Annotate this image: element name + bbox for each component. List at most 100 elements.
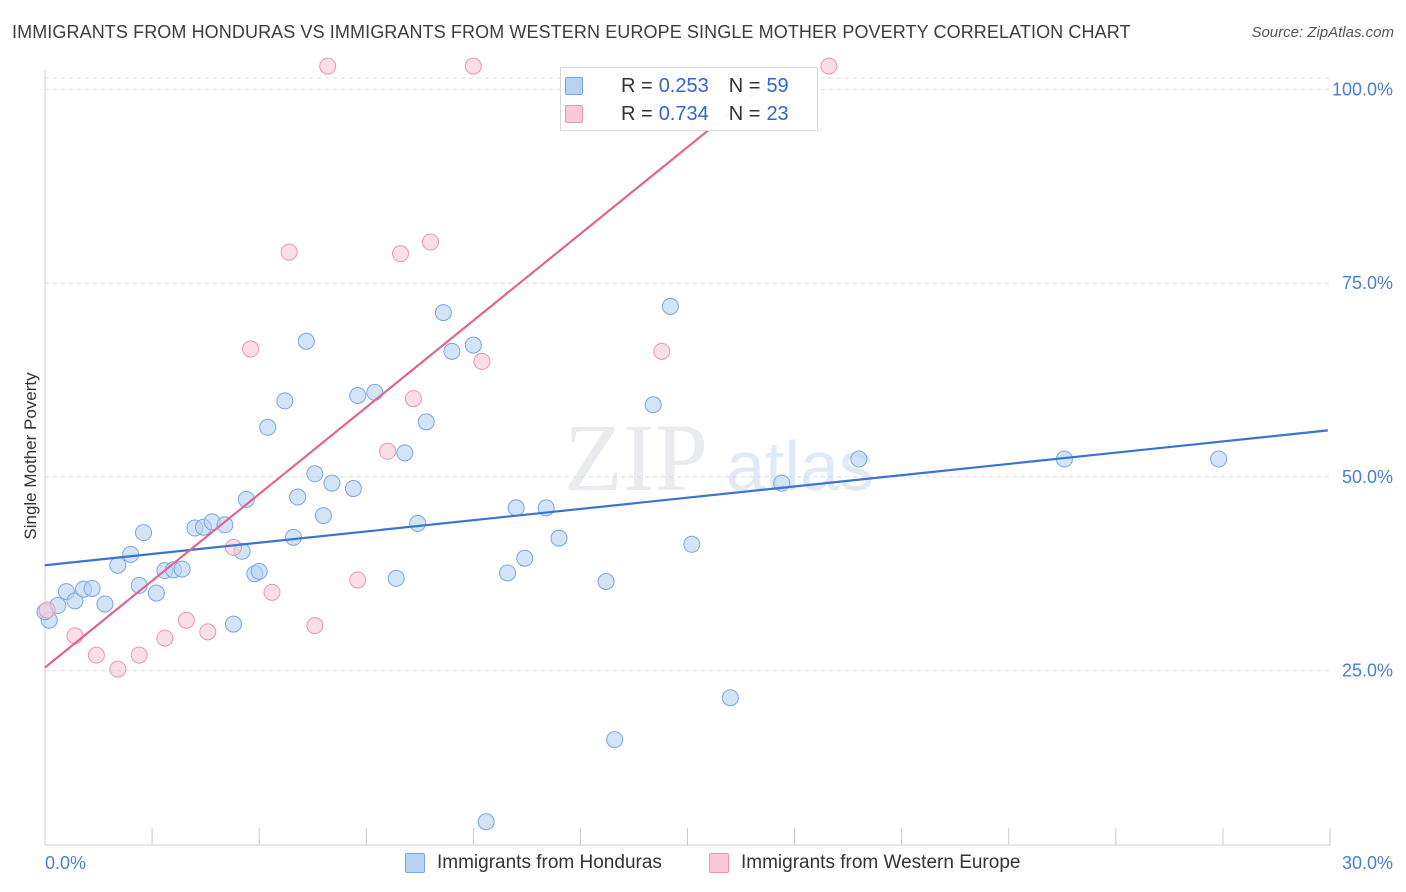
western-europe-point — [199, 623, 217, 641]
honduras-point — [516, 549, 534, 567]
honduras-point — [434, 304, 452, 322]
series-legend-western-europe[interactable]: Immigrants from Western Europe — [709, 852, 1020, 874]
legend-n-value-western-europe: 23 — [766, 102, 789, 125]
western-europe-point — [820, 57, 838, 75]
honduras-trendline — [44, 429, 1328, 567]
honduras-point — [850, 450, 868, 468]
western-europe-point — [130, 646, 148, 664]
legend-row-western-europe: R = 0.734 N = 23 — [565, 101, 789, 127]
honduras-point — [721, 689, 739, 707]
honduras-point — [250, 562, 268, 580]
honduras-point — [396, 444, 414, 462]
western-europe-point — [464, 57, 482, 75]
western-europe-point — [38, 601, 56, 619]
western-europe-point — [404, 390, 422, 408]
trendline-layer — [44, 76, 1328, 669]
honduras-point — [409, 514, 427, 532]
series-swatch-honduras — [405, 853, 425, 873]
western-europe-point — [109, 660, 127, 678]
honduras-point — [173, 560, 191, 578]
y-tick-label: 100.0% — [1332, 79, 1393, 99]
y-tick-label: 75.0% — [1342, 273, 1393, 293]
honduras-point — [135, 524, 153, 542]
honduras-point — [366, 383, 384, 401]
watermark-atlas: atlas — [726, 427, 874, 505]
honduras-point — [1210, 450, 1228, 468]
y-tick-label: 25.0% — [1342, 661, 1393, 681]
honduras-point — [122, 545, 140, 563]
axis-layer: 25.0% 50.0% 75.0% 100.0% 0.0% 30.0% — [44, 70, 1393, 873]
honduras-point — [550, 529, 568, 547]
legend-r-value-western-europe: 0.734 — [658, 102, 709, 125]
honduras-point — [349, 387, 367, 404]
y-tick-label: 50.0% — [1342, 467, 1393, 487]
honduras-point — [464, 336, 482, 354]
honduras-point — [661, 297, 679, 315]
honduras-point — [83, 579, 101, 597]
y-axis-label: Single Mother Poverty — [21, 372, 40, 540]
series-swatch-western-europe — [709, 853, 729, 873]
chart-title: IMMIGRANTS FROM HONDURAS VS IMMIGRANTS F… — [12, 22, 1131, 42]
legend-n-value-honduras: 59 — [766, 74, 789, 97]
honduras-point — [306, 465, 324, 483]
series-legend: Immigrants from Honduras Immigrants from… — [0, 852, 1406, 878]
honduras-point — [387, 569, 405, 587]
honduras-point — [297, 332, 315, 350]
honduras-point — [644, 396, 662, 414]
legend-r-value-honduras: 0.253 — [658, 74, 709, 97]
honduras-point — [499, 564, 517, 582]
honduras-point — [96, 595, 114, 613]
western-europe-point — [379, 442, 397, 460]
western-europe-point — [422, 233, 439, 251]
honduras-point — [597, 573, 615, 590]
western-europe-trendline — [44, 76, 774, 669]
honduras-point — [477, 813, 495, 831]
western-europe-point — [87, 646, 105, 664]
x-tick-label: 0.0% — [45, 853, 86, 873]
x-tick-label: 30.0% — [1342, 853, 1393, 873]
honduras-point — [284, 528, 302, 546]
western-europe-point — [242, 340, 260, 358]
legend-n-label: N = — [728, 102, 761, 125]
honduras-point — [417, 413, 435, 431]
legend-row-honduras: R = 0.253 N = 59 — [565, 73, 789, 99]
western-europe-point — [224, 538, 242, 556]
honduras-point — [66, 592, 84, 610]
western-europe-point — [66, 627, 84, 645]
western-europe-point — [177, 611, 195, 629]
honduras-point — [443, 342, 461, 360]
western-europe-point — [263, 583, 281, 601]
western-europe-point — [156, 629, 174, 647]
western-europe-point — [473, 352, 491, 370]
western-europe-point — [653, 342, 671, 360]
watermark-zip: ZIP — [564, 404, 708, 511]
honduras-point — [224, 615, 242, 633]
honduras-point — [507, 499, 525, 517]
source-credit: Source: ZipAtlas.com — [1251, 24, 1394, 41]
legend-r-label: R = — [621, 74, 653, 97]
western-europe-point — [280, 243, 298, 261]
legend-n-label: N = — [728, 74, 761, 97]
grid-layer — [45, 77, 1330, 672]
honduras-point — [344, 480, 362, 497]
legend-swatch-honduras — [565, 77, 583, 95]
series-legend-label-western-europe: Immigrants from Western Europe — [741, 852, 1021, 873]
western-europe-point — [306, 617, 324, 635]
honduras-point — [109, 556, 127, 574]
points-layer — [36, 57, 1228, 831]
series-legend-honduras[interactable]: Immigrants from Honduras — [405, 852, 662, 874]
legend-r-label: R = — [621, 102, 653, 125]
honduras-point — [276, 392, 294, 410]
honduras-point — [323, 474, 341, 492]
honduras-point — [147, 584, 165, 602]
honduras-point — [216, 516, 234, 534]
series-legend-label-honduras: Immigrants from Honduras — [437, 852, 662, 873]
western-europe-point — [392, 245, 410, 263]
correlation-legend: R = 0.253 N = 59 R = 0.734 N = 23 — [560, 67, 818, 131]
honduras-point — [683, 535, 701, 553]
honduras-point — [606, 731, 624, 749]
legend-swatch-western-europe — [565, 105, 583, 123]
honduras-point — [289, 488, 307, 506]
western-europe-point — [319, 57, 337, 75]
